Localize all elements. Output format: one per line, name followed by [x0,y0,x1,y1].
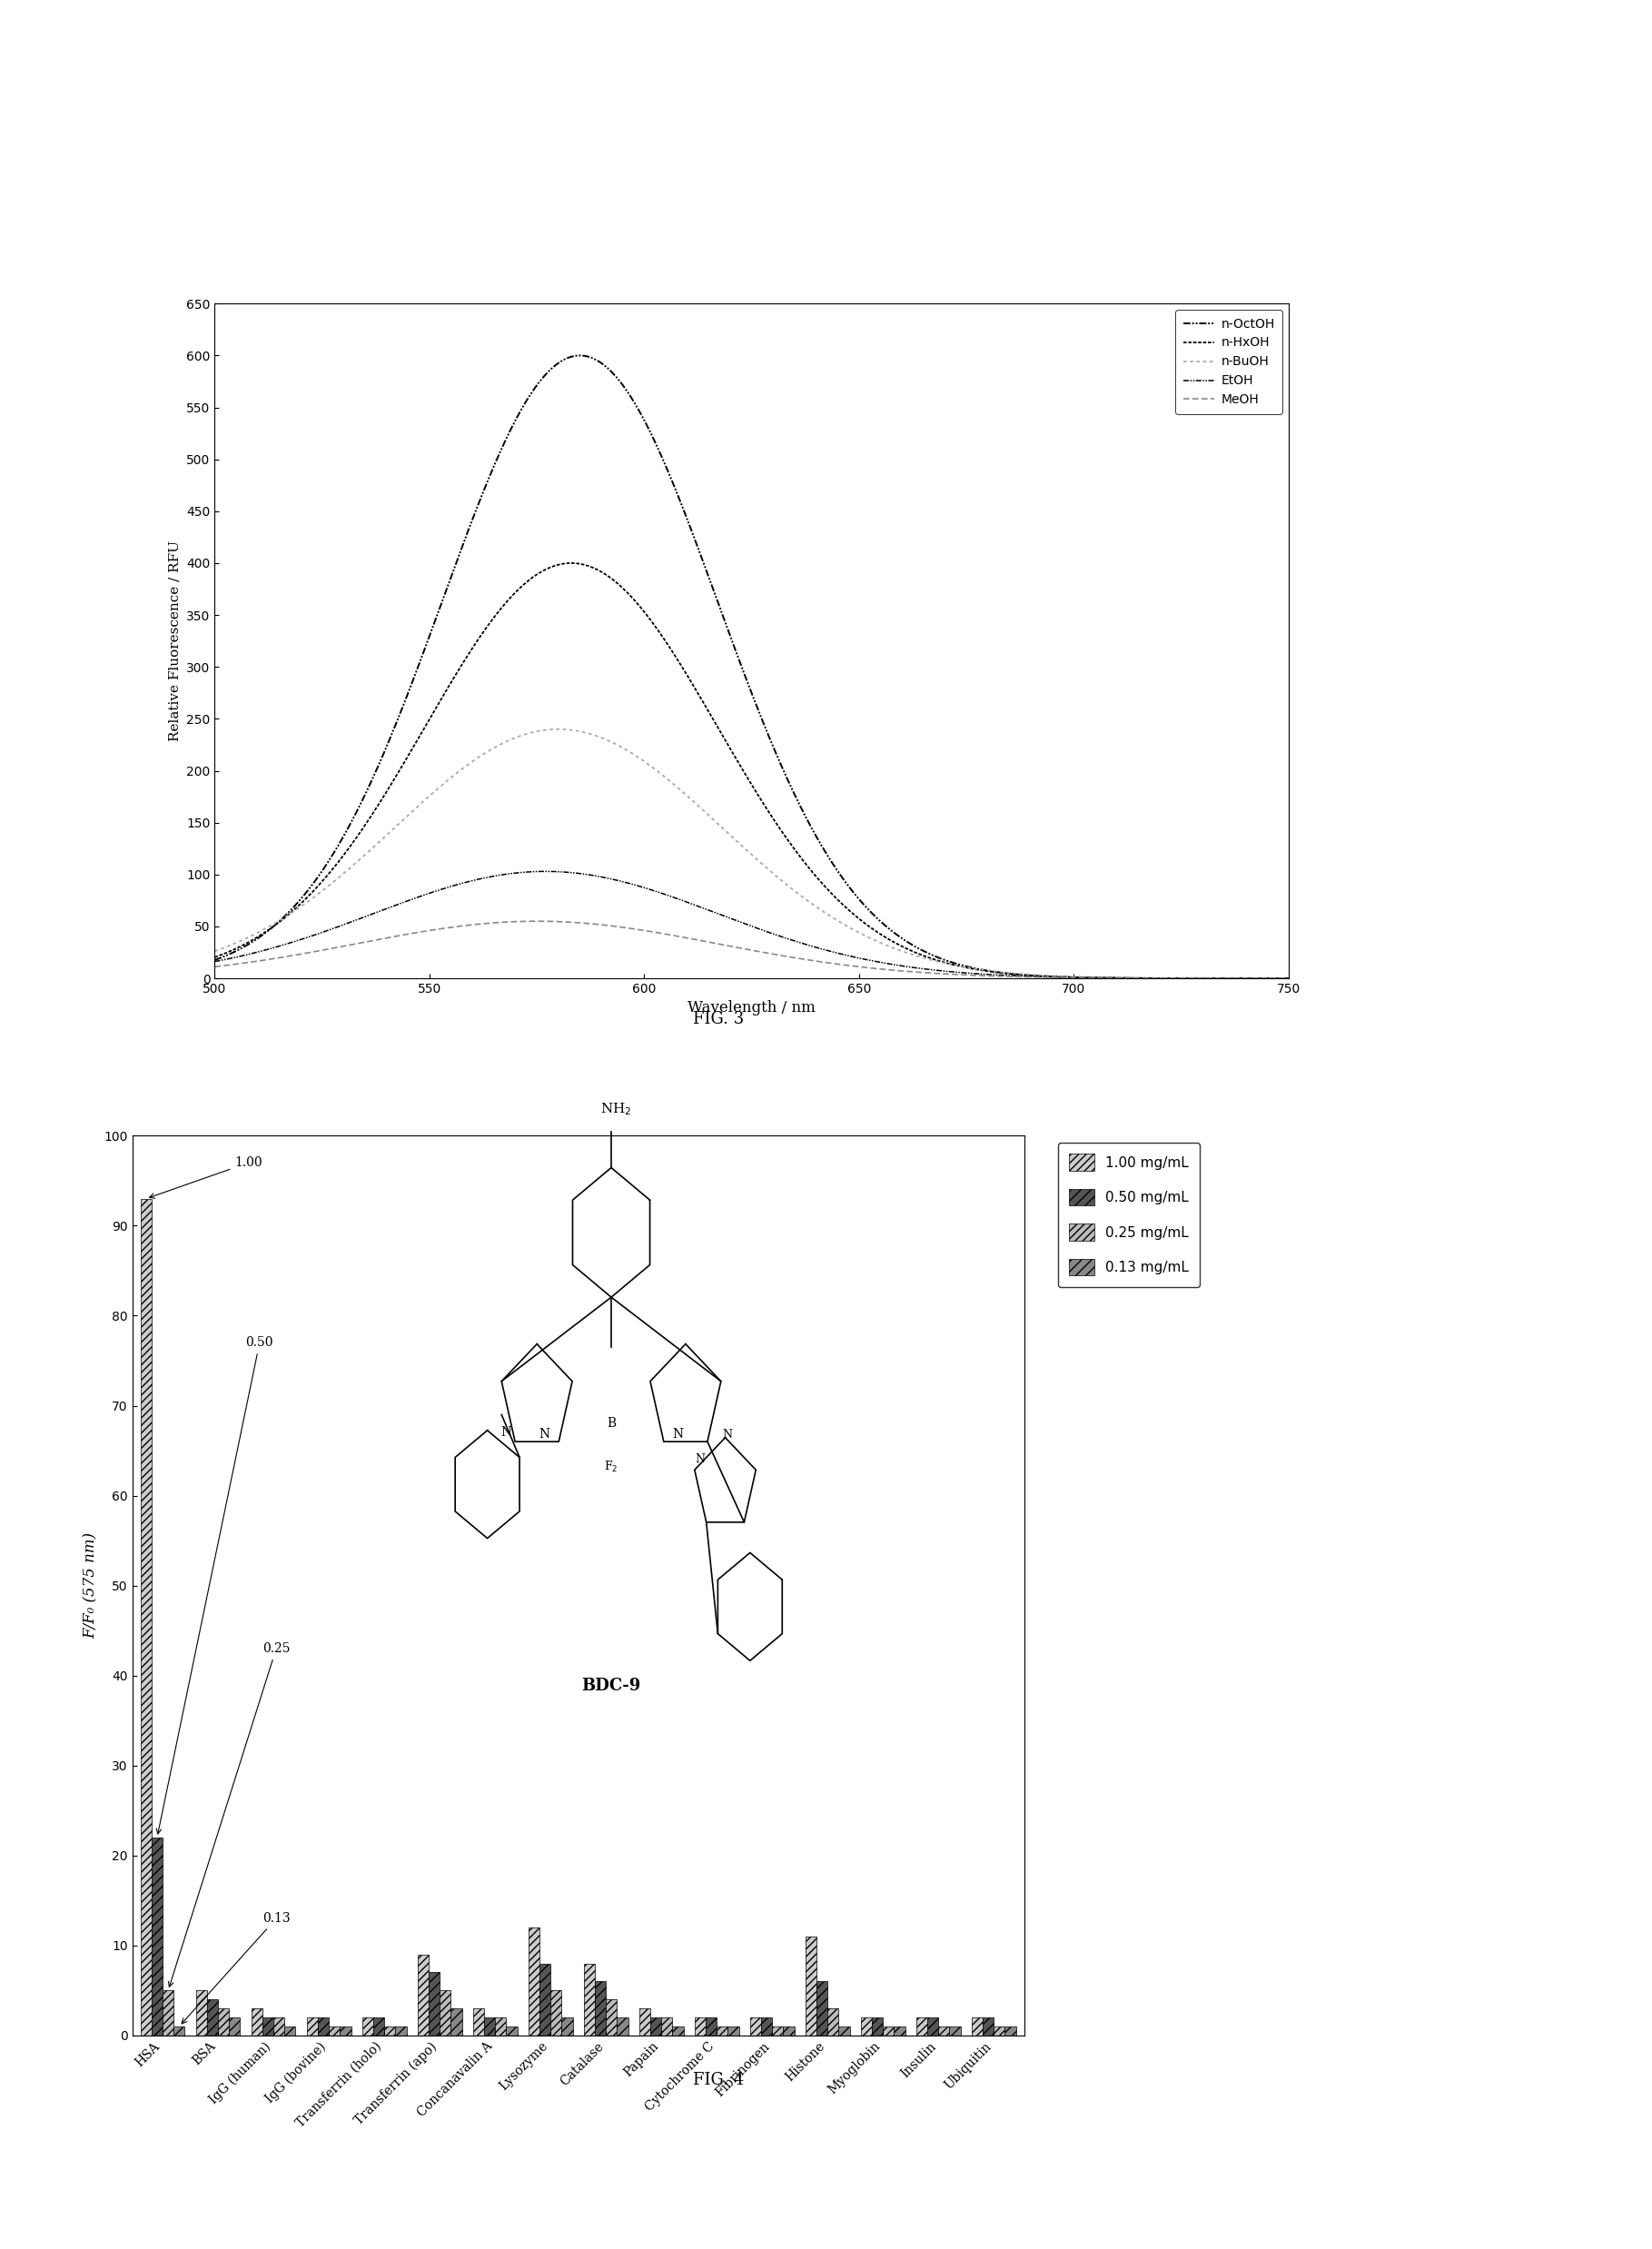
Bar [882,2026,894,2035]
Text: 1.00: 1.00 [149,1156,263,1199]
Y-axis label: F/F₀ (575 nm): F/F₀ (575 nm) [83,1532,99,1640]
Bar [206,1999,218,2035]
Text: FIG. 3: FIG. 3 [694,1010,743,1028]
Bar [839,2026,849,2035]
Bar [484,2017,496,2035]
Bar [506,2026,517,2035]
Bar [152,1837,162,2035]
Bar [385,2026,395,2035]
Text: N: N [501,1426,512,1439]
Y-axis label: Relative Fluorescence / RFU: Relative Fluorescence / RFU [169,540,182,742]
Bar [550,1990,562,2035]
Bar [529,1927,540,2035]
X-axis label: Wavelength / nm: Wavelength / nm [687,1001,816,1017]
Bar [661,2017,672,2035]
Bar [828,2008,839,2035]
Bar [938,2026,950,2035]
Text: 0.50: 0.50 [157,1336,274,1833]
Bar [971,2017,983,2035]
Bar [284,2026,296,2035]
Bar [606,1999,616,2035]
Bar [496,2017,506,2035]
Bar [694,2017,705,2035]
Text: N: N [695,1453,705,1466]
Bar [872,2017,882,2035]
Bar [806,1936,816,2035]
Bar [373,2017,385,2035]
Bar [362,2017,373,2035]
Bar [329,2026,340,2035]
Text: 0.25: 0.25 [169,1642,291,1986]
Bar [472,2008,484,2035]
Bar [894,2026,905,2035]
Bar [263,2017,274,2035]
Bar [439,1990,451,2035]
Bar [162,1990,173,2035]
Bar [672,2026,684,2035]
Bar [651,2017,661,2035]
Bar [950,2026,960,2035]
Bar [861,2017,872,2035]
Text: FIG. 4: FIG. 4 [694,2071,743,2089]
Bar [995,2026,1004,2035]
Text: F$_2$: F$_2$ [605,1460,618,1473]
Bar [395,2026,406,2035]
Bar [816,1981,828,2035]
Bar [251,2008,263,2035]
Bar [274,2017,284,2035]
Bar [783,2026,795,2035]
Bar [927,2017,938,2035]
Bar [197,1990,206,2035]
Bar [307,2017,317,2035]
Bar [340,2026,350,2035]
Text: B: B [606,1417,616,1430]
Legend: n-OctOH, n-HxOH, n-BuOH, EtOH, MeOH: n-OctOH, n-HxOH, n-BuOH, EtOH, MeOH [1176,310,1282,414]
Bar [317,2017,329,2035]
Bar [428,1972,439,2035]
Text: N: N [672,1428,684,1439]
Bar [705,2017,717,2035]
Bar [540,1963,550,2035]
Bar [917,2017,927,2035]
Bar [595,1981,606,2035]
Bar [173,2026,185,2035]
Bar [230,2017,240,2035]
Bar [639,2008,651,2035]
Legend: 1.00 mg/mL, 0.50 mg/mL, 0.25 mg/mL, 0.13 mg/mL: 1.00 mg/mL, 0.50 mg/mL, 0.25 mg/mL, 0.13… [1057,1142,1199,1286]
Bar [218,2008,230,2035]
Text: 0.13: 0.13 [182,1912,291,2024]
Bar [140,1199,152,2035]
Bar [983,2017,995,2035]
Bar [729,2026,738,2035]
Bar [1004,2026,1016,2035]
Bar [762,2017,771,2035]
Bar [717,2026,729,2035]
Text: N: N [722,1428,733,1439]
Bar [616,2017,628,2035]
Bar [583,1963,595,2035]
Bar [418,1954,428,2035]
Text: NH$_2$: NH$_2$ [601,1102,631,1118]
Bar [451,2008,463,2035]
Bar [562,2017,573,2035]
Text: BDC-9: BDC-9 [582,1678,641,1693]
Text: N: N [539,1428,550,1439]
Bar [771,2026,783,2035]
Bar [750,2017,762,2035]
